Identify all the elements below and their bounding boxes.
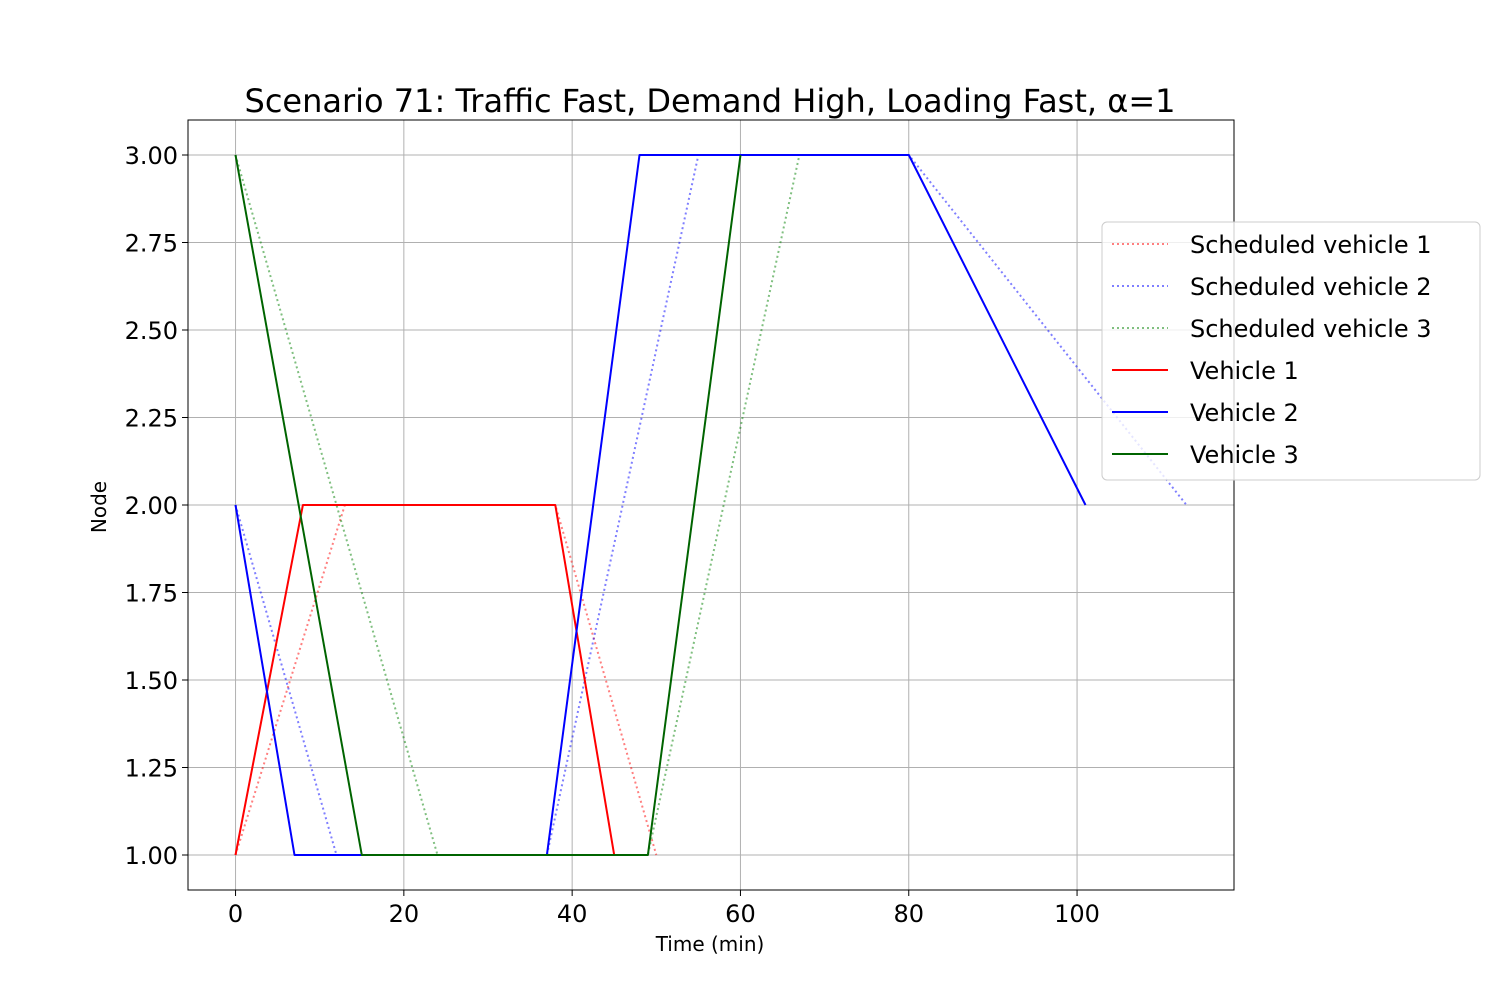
- x-tick-label: 60: [725, 900, 756, 928]
- y-axis-label: Node: [87, 481, 111, 533]
- y-tick-label: 2.75: [125, 230, 178, 258]
- x-axis-ticks: 0 20 40 60 80 100: [228, 890, 1100, 928]
- legend-label: Scheduled vehicle 3: [1190, 315, 1432, 343]
- legend-label: Vehicle 1: [1190, 357, 1299, 385]
- legend-box: [1101, 221, 1481, 481]
- y-tick-label: 1.75: [125, 580, 178, 608]
- x-tick-label: 0: [228, 900, 243, 928]
- x-tick-label: 80: [893, 900, 924, 928]
- legend: Scheduled vehicle 1 Scheduled vehicle 2 Sc…: [1101, 221, 1481, 481]
- legend-label: Scheduled vehicle 2: [1190, 273, 1432, 301]
- legend-label: Scheduled vehicle 1: [1190, 231, 1432, 259]
- series-line-2: [234, 154, 1188, 856]
- legend-label: Vehicle 3: [1190, 441, 1299, 469]
- y-axis-ticks: 1.00 1.25 1.50 1.75 2.00 2.25 2.50 2.75 3.00: [125, 142, 188, 870]
- x-axis-label: Time (min): [655, 932, 765, 956]
- legend-label: Vehicle 2: [1190, 399, 1299, 427]
- y-tick-label: 2.50: [125, 317, 178, 345]
- y-tick-label: 1.00: [125, 842, 178, 870]
- series-lines: [234, 154, 1188, 856]
- y-tick-label: 1.25: [125, 755, 178, 783]
- series-line-6: [234, 154, 742, 856]
- y-tick-label: 3.00: [125, 142, 178, 170]
- y-tick-label: 1.50: [125, 667, 178, 695]
- x-tick-label: 40: [557, 900, 588, 928]
- y-tick-label: 2.00: [125, 492, 178, 520]
- y-tick-label: 2.25: [125, 405, 178, 433]
- series-line-5: [234, 154, 1087, 856]
- x-tick-label: 20: [389, 900, 420, 928]
- chart-title: Scenario 71: Traffic Fast, Demand High, …: [245, 82, 1176, 120]
- x-tick-label: 100: [1054, 900, 1100, 928]
